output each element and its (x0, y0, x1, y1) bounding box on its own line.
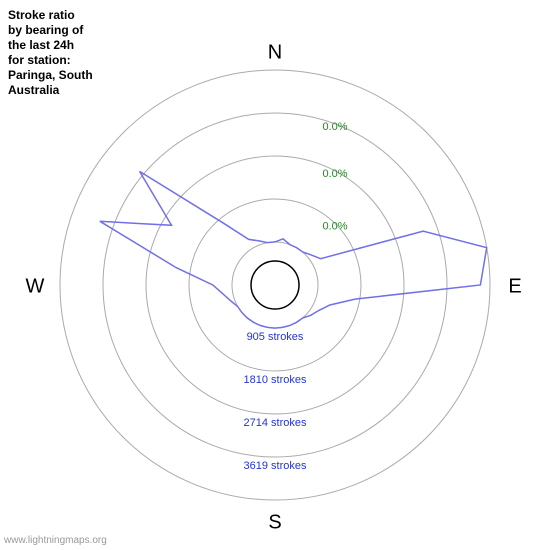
cardinal-w: W (26, 275, 45, 297)
cardinal-n: N (268, 41, 282, 63)
polar-chart: 0.0% 0.0% 0.0% 905 strokes 1810 strokes 2714 … (0, 0, 550, 550)
ring-label-strokes: 905 strokes (247, 331, 304, 343)
ring-label-strokes: 2714 strokes (244, 417, 307, 429)
ring-label-strokes: 3619 strokes (244, 460, 307, 472)
rose-polygon (100, 171, 487, 328)
ring-label-strokes: 1810 strokes (244, 374, 307, 386)
ring-label-ratio: 0.0% (322, 168, 347, 180)
center-circle (251, 261, 299, 309)
cardinal-s: S (268, 511, 281, 533)
cardinal-e: E (508, 275, 521, 297)
ring-label-ratio: 0.0% (322, 121, 347, 133)
credit-text: www.lightningmaps.org (4, 535, 107, 546)
ring-label-ratio: 0.0% (322, 220, 347, 232)
